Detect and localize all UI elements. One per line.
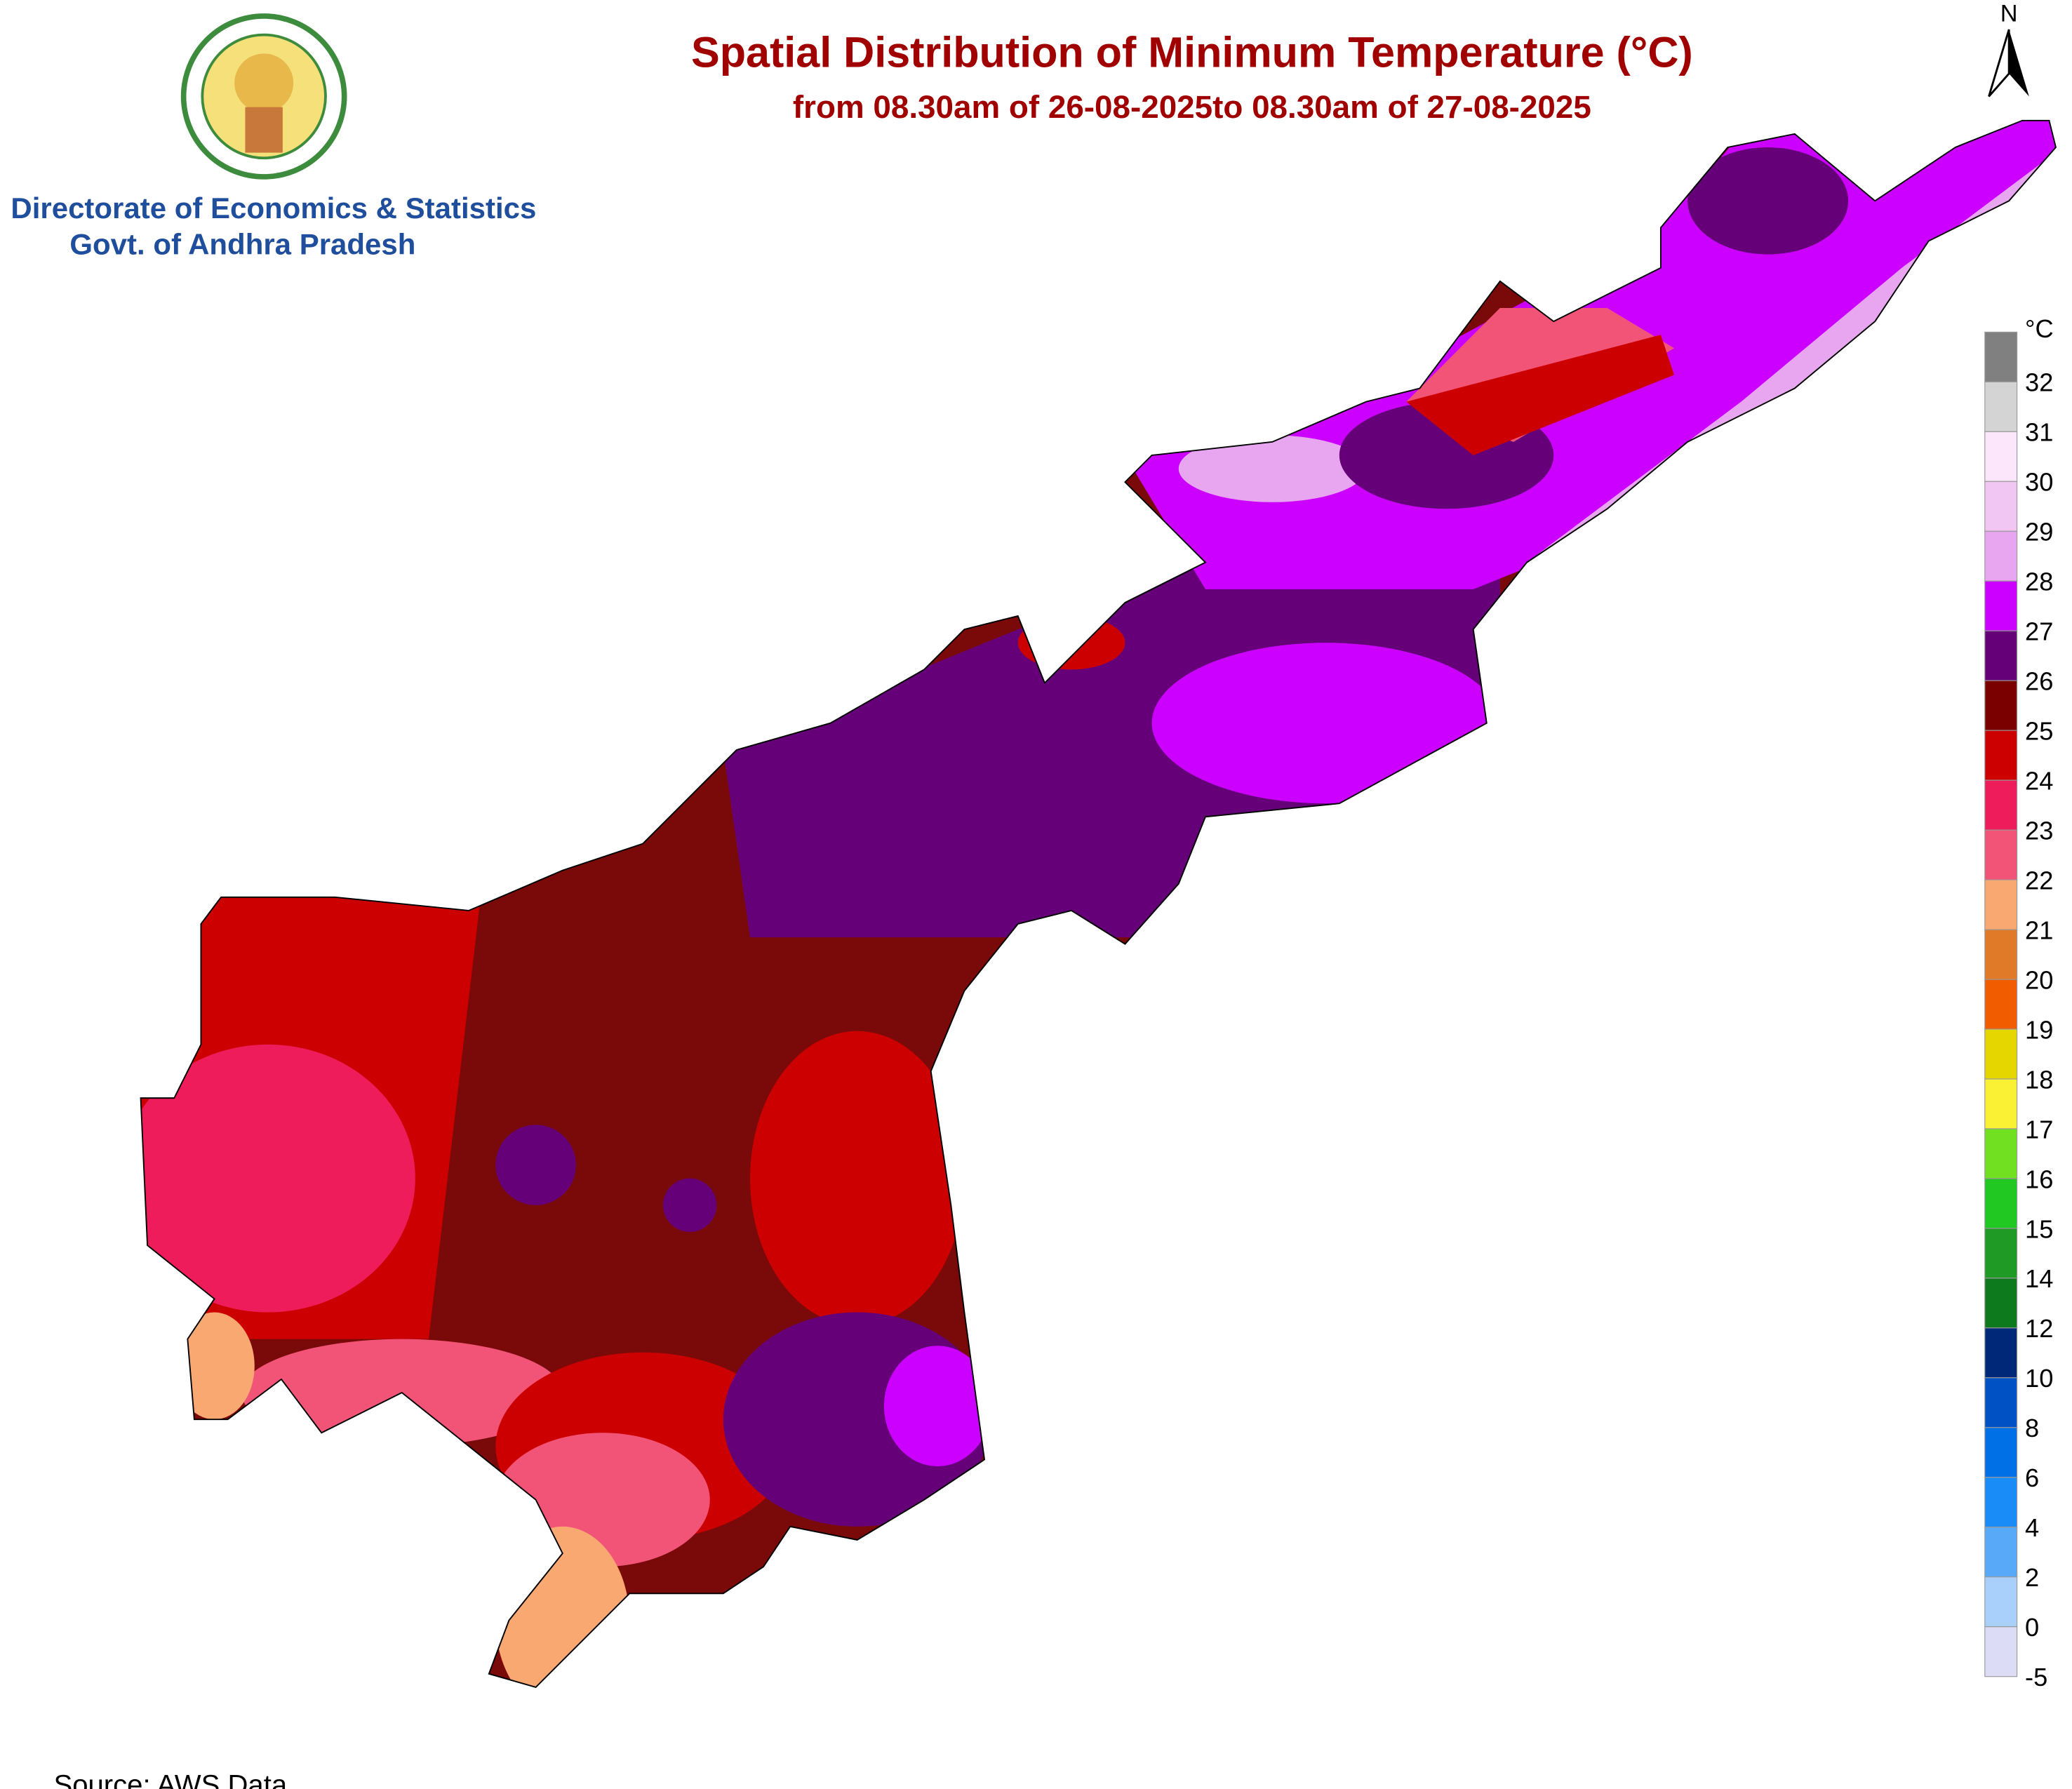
legend-label: 32	[2025, 368, 2053, 397]
legend-label: 28	[2025, 568, 2053, 596]
legend-label: 22	[2025, 866, 2053, 894]
legend-label: 4	[2025, 1513, 2039, 1542]
legend-swatch	[1984, 979, 2018, 1030]
legend-label: 29	[2025, 518, 2053, 547]
legend-label: 6	[2025, 1463, 2039, 1492]
legend-label: -5	[2025, 1663, 2047, 1691]
legend-swatch	[1984, 1078, 2018, 1130]
legend-swatch	[1984, 530, 2018, 582]
legend-swatch	[1984, 730, 2018, 781]
legend-label: 25	[2025, 717, 2053, 746]
legend: 3231302928272625242322212019181716151412…	[1984, 314, 2054, 1691]
subtitle: from 08.30am of 26-08-2025to 08.30am of …	[793, 89, 1591, 125]
legend-label: 26	[2025, 667, 2053, 696]
legend-unit: °C	[2025, 314, 2054, 343]
north-arrow	[2009, 29, 2029, 97]
legend-swatch	[1984, 1278, 2018, 1329]
legend-swatch	[1984, 580, 2018, 631]
legend-swatch	[1984, 1028, 2018, 1080]
legend-label: 30	[2025, 468, 2053, 497]
legend-swatch	[1984, 1626, 2018, 1677]
legend-label: 12	[2025, 1314, 2053, 1343]
legend-swatch	[1984, 929, 2018, 980]
legend-swatch	[1984, 1576, 2018, 1628]
legend-swatch	[1984, 1477, 2018, 1528]
organization: Govt. of Andhra Pradesh	[69, 228, 415, 261]
state-boundary	[140, 119, 2057, 1689]
legend-label: 19	[2025, 1015, 2053, 1044]
legend-swatch	[1984, 331, 2018, 382]
legend-label: 17	[2025, 1115, 2053, 1144]
legend-label: 2	[2025, 1563, 2039, 1592]
legend-label: 14	[2025, 1264, 2053, 1293]
legend-label: 24	[2025, 766, 2053, 795]
legend-label: 16	[2025, 1165, 2053, 1193]
legend-swatch	[1984, 1128, 2018, 1179]
legend-swatch	[1984, 630, 2018, 681]
legend-swatch	[1984, 481, 2018, 532]
legend-swatch	[1984, 431, 2018, 482]
legend-label: 27	[2025, 617, 2053, 646]
legend-swatch	[1984, 829, 2018, 880]
legend-swatch	[1984, 381, 2018, 432]
legend-label: 8	[2025, 1414, 2039, 1442]
legend-swatch	[1984, 1327, 2018, 1379]
legend-label: 21	[2025, 916, 2053, 944]
legend-label: 20	[2025, 965, 2053, 994]
source: Source: AWS Data	[53, 1770, 287, 1789]
legend-swatch	[1984, 879, 2018, 930]
legend-swatch	[1984, 1527, 2018, 1578]
north-arrow	[1988, 29, 2010, 98]
title: Spatial Distribution of Minimum Temperat…	[691, 28, 1693, 76]
legend-swatch	[1984, 1377, 2018, 1428]
north-label: N	[2000, 1, 2018, 27]
legend-swatch	[1984, 779, 2018, 831]
legend-label: 10	[2025, 1364, 2053, 1393]
legend-label: 18	[2025, 1065, 2053, 1094]
emblem	[180, 13, 347, 180]
legend-label: 0	[2025, 1613, 2039, 1642]
legend-swatch	[1984, 1427, 2018, 1478]
legend-label: 15	[2025, 1214, 2053, 1243]
legend-label: 23	[2025, 816, 2053, 845]
legend-swatch	[1984, 1178, 2018, 1229]
organization: Directorate of Economics & Statistics	[11, 192, 536, 225]
legend-swatch	[1984, 680, 2018, 731]
legend-swatch	[1984, 1228, 2018, 1279]
legend-label: 31	[2025, 418, 2053, 447]
